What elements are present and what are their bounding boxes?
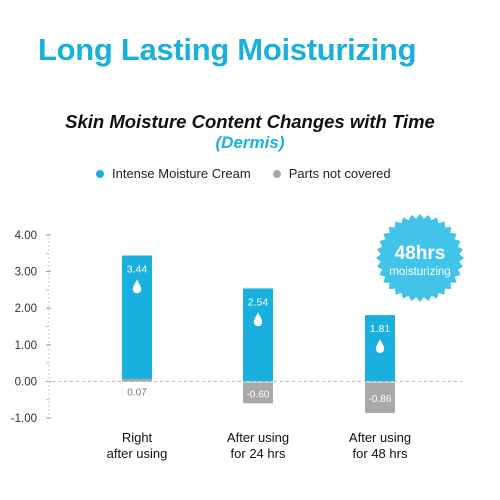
y-tick-label: 0.00 [15, 376, 37, 388]
category-label: after using [107, 446, 168, 461]
y-tick-label: -1.00 [11, 413, 37, 425]
value-label-uncovered: -0.60 [247, 389, 270, 400]
value-label-cream: 1.81 [370, 323, 391, 335]
bar-cream [243, 288, 273, 382]
droplet-icon [253, 312, 263, 327]
badge-line1: 48hrs [395, 243, 446, 264]
category-label: After using [349, 430, 411, 445]
category-label: for 24 hrs [231, 446, 286, 461]
value-label-uncovered: 0.07 [127, 387, 147, 398]
legend-dot-cream [96, 169, 104, 178]
bar-uncovered [365, 382, 395, 413]
category-label: for 48 hrs [353, 446, 408, 461]
bar-cream [122, 255, 152, 382]
y-tick-label: 4.00 [15, 230, 37, 242]
value-label-cream: 3.44 [127, 263, 148, 275]
legend-label-cream: Intense Moisture Cream [112, 166, 251, 181]
headline: Long Lasting Moisturizing [38, 32, 417, 67]
bar-uncovered [122, 378, 152, 382]
badge-seal [376, 214, 464, 302]
category-label: Right [122, 430, 153, 445]
badge-line2: moisturizing [389, 266, 450, 278]
legend-dot-uncovered [272, 169, 281, 178]
legend-item-uncovered: Parts not covered [272, 166, 391, 181]
legend-item-cream: Intense Moisture Cream [96, 166, 251, 181]
y-tick-label: 1.00 [15, 340, 37, 352]
y-tick-label: 2.00 [15, 303, 37, 315]
value-label-cream: 2.54 [248, 296, 269, 308]
value-label-uncovered: -0.86 [369, 394, 392, 405]
droplet-icon [375, 339, 385, 353]
category-label: After using [227, 430, 289, 445]
chart-subtitle: (Dermis) [215, 133, 285, 152]
y-tick-label: 3.00 [15, 267, 37, 279]
bar-uncovered [243, 382, 273, 404]
chart-title: Skin Moisture Content Changes with Time [65, 111, 435, 132]
legend-label-uncovered: Parts not covered [288, 166, 391, 181]
chart-legend: Intense Moisture Cream Parts not covered [96, 166, 413, 181]
droplet-icon [132, 279, 142, 294]
